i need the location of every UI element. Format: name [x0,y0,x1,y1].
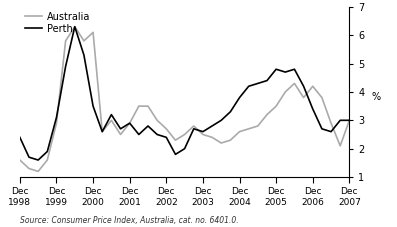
Australia [246,127,251,130]
Perth [45,150,50,153]
Perth [329,130,333,133]
Australia [310,85,315,88]
Australia [118,133,123,136]
Australia [72,25,77,28]
Perth [310,108,315,110]
Australia [210,136,214,139]
Australia [255,125,260,127]
Australia [191,125,196,127]
Perth [137,133,141,136]
Perth [63,65,68,68]
Text: Source: Consumer Price Index, Australia, cat. no. 6401.0.: Source: Consumer Price Index, Australia,… [20,216,239,225]
Line: Australia: Australia [20,27,349,171]
Perth [72,25,77,28]
Australia [301,96,306,99]
Perth [100,130,104,133]
Australia [45,159,50,161]
Australia [329,122,333,124]
Australia [173,139,178,142]
Australia [36,170,40,173]
Perth [338,119,343,122]
Perth [173,153,178,156]
Perth [200,130,205,133]
Perth [182,147,187,150]
Y-axis label: %: % [371,92,380,102]
Perth [27,156,31,159]
Perth [255,82,260,85]
Perth [274,68,279,71]
Australia [63,39,68,42]
Australia [338,144,343,147]
Perth [219,119,224,122]
Australia [146,105,150,107]
Perth [17,136,22,139]
Perth [54,116,59,119]
Perth [127,122,132,124]
Perth [146,125,150,127]
Perth [246,85,251,88]
Australia [81,39,86,42]
Australia [228,139,233,142]
Perth [320,127,324,130]
Australia [264,113,269,116]
Australia [91,31,95,34]
Australia [274,105,279,107]
Australia [219,142,224,144]
Perth [155,133,160,136]
Australia [137,105,141,107]
Australia [200,133,205,136]
Perth [347,119,352,122]
Perth [283,71,288,73]
Australia [283,91,288,93]
Australia [27,167,31,170]
Perth [292,68,297,71]
Legend: Australia, Perth: Australia, Perth [25,12,91,34]
Perth [91,105,95,107]
Australia [17,159,22,161]
Australia [155,119,160,122]
Perth [228,111,233,113]
Australia [109,119,114,122]
Australia [100,130,104,133]
Australia [347,119,352,122]
Line: Perth: Perth [20,27,349,160]
Perth [36,159,40,161]
Australia [292,82,297,85]
Perth [109,113,114,116]
Perth [237,96,242,99]
Australia [164,127,169,130]
Perth [210,125,214,127]
Perth [118,127,123,130]
Australia [54,122,59,124]
Perth [264,79,269,82]
Perth [301,85,306,88]
Australia [320,96,324,99]
Perth [81,54,86,56]
Australia [127,122,132,124]
Perth [191,127,196,130]
Australia [237,130,242,133]
Perth [164,136,169,139]
Australia [182,133,187,136]
